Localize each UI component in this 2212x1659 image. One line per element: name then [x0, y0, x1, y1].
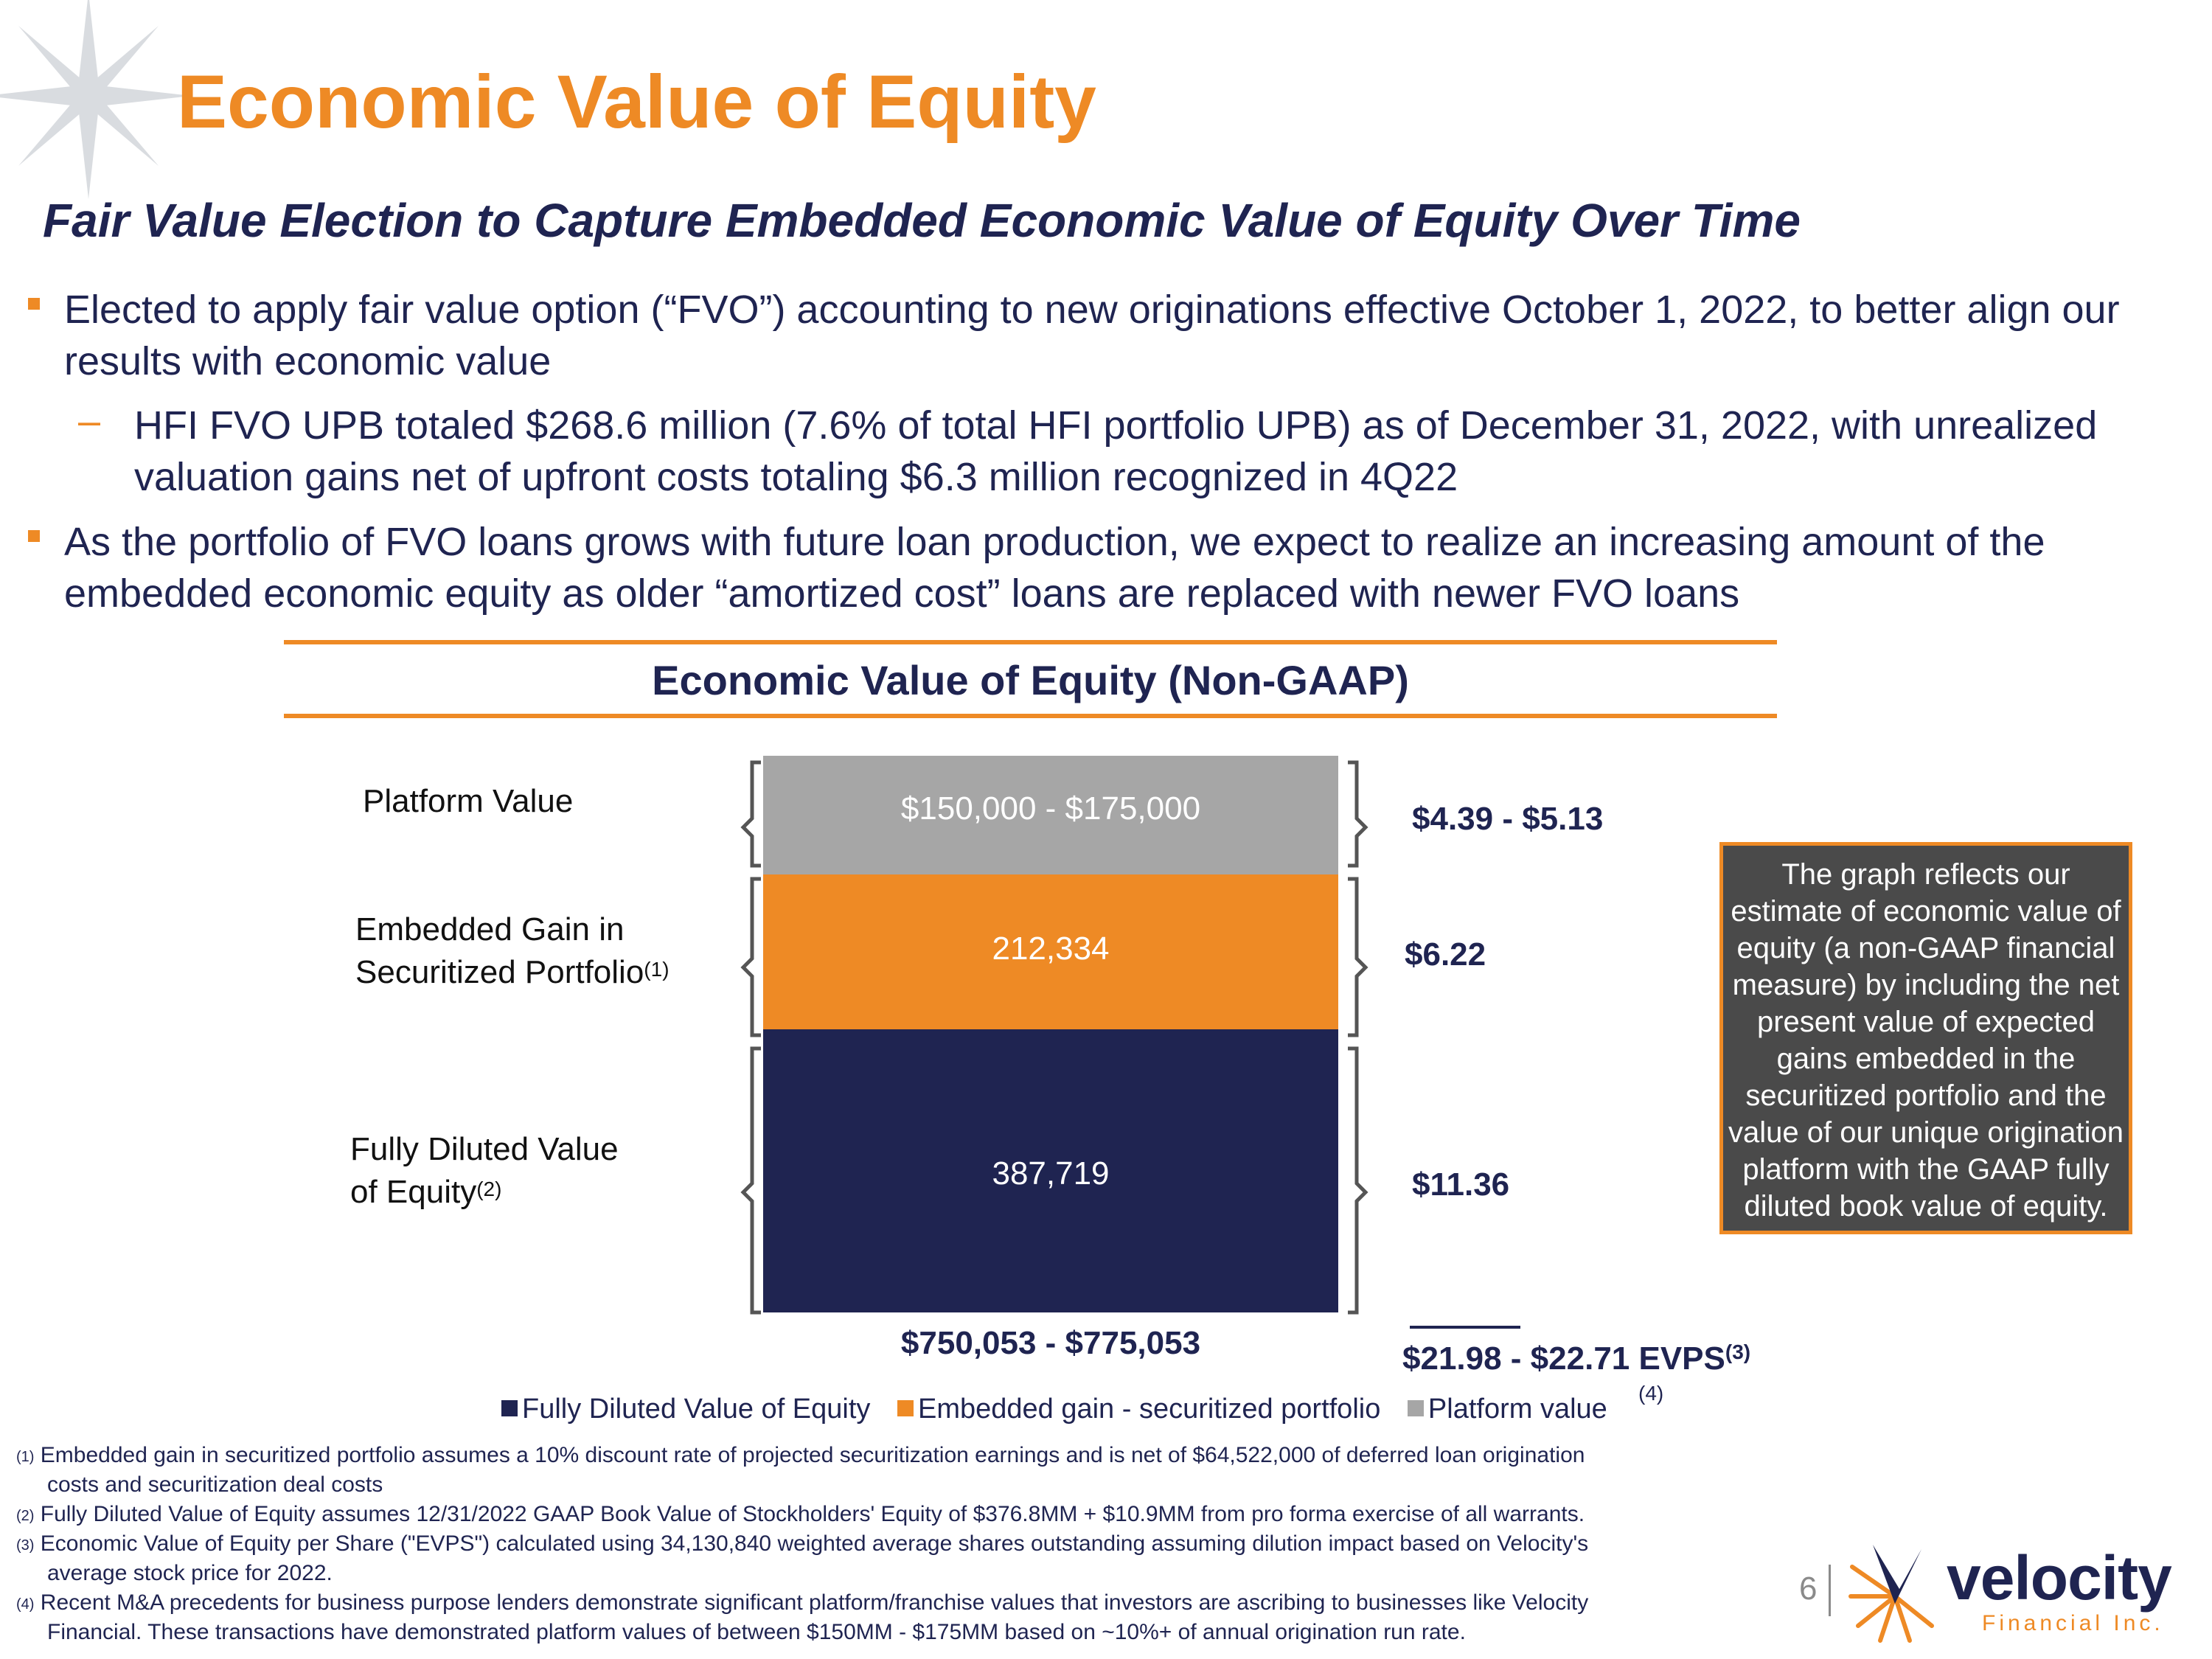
evps-note: (4) [1638, 1382, 1664, 1405]
bullet-text-2: As the portfolio of FVO loans grows with… [64, 520, 2045, 616]
chart-legend: Fully Diluted Value of Equity Embedded g… [501, 1394, 1627, 1425]
total-value: $750,053 - $775,053 [900, 1325, 1201, 1361]
bar-segment-embedded-gain [763, 874, 1338, 1030]
chart-title: Economic Value of Equity (Non-GAAP) [652, 657, 1409, 703]
footnote-4: (4) Recent M&A precedents for business p… [16, 1590, 1589, 1644]
data-label-platform: $150,000 - $175,000 [900, 790, 1201, 827]
sum-rule [1410, 1326, 1520, 1329]
chart-title-rule-top [284, 640, 1777, 644]
left-braces [740, 760, 761, 1315]
chart-title-rule-bottom [284, 714, 1777, 718]
sub-bullet-marker: – [78, 399, 101, 443]
footnote-3: (3) Economic Value of Equity per Share (… [16, 1531, 1589, 1585]
per-share-equity: $11.36 [1412, 1166, 1510, 1203]
bullet-marker [28, 530, 40, 542]
sub-bullet-text-1: HFI FVO UPB totaled $268.6 million (7.6%… [134, 403, 2098, 499]
bar-segment-platform [763, 756, 1338, 874]
data-label-equity: 387,719 [992, 1155, 1110, 1192]
segment-label-equity: Fully Diluted Value of Equity(2) [350, 1131, 619, 1210]
velocity-logo-icon [1848, 1545, 1934, 1643]
bullet-text-1: Elected to apply fair value option (“FVO… [64, 288, 2120, 383]
evps-value: $21.98 - $22.71 EVPS(3) [1402, 1340, 1751, 1377]
logo-wordmark: velocity [1947, 1543, 2172, 1613]
per-share-platform: $4.39 - $5.13 [1412, 801, 1604, 837]
page-title: Economic Value of Equity [177, 60, 1096, 144]
bar-segment-equity [763, 1029, 1338, 1312]
segment-label-platform: Platform Value [363, 783, 574, 819]
legend-item-platform: Platform value [1407, 1394, 1607, 1425]
per-share-embedded-gain: $6.22 [1405, 936, 1486, 973]
footnote-2: (2) Fully Diluted Value of Equity assume… [16, 1502, 1585, 1526]
page-subtitle: Fair Value Election to Capture Embedded … [43, 194, 1801, 247]
data-label-embedded-gain: 212,334 [992, 931, 1110, 967]
right-braces [1348, 760, 1368, 1315]
segment-label-embedded-gain: Embedded Gain in Securitized Portfolio(1… [355, 911, 669, 990]
legend-item-embedded-gain: Embedded gain - securitized portfolio [897, 1394, 1380, 1425]
bullet-marker [28, 298, 40, 310]
logo-subtitle: Financial Inc. [1982, 1611, 2164, 1635]
callout-box: The graph reflects our estimate of econo… [1719, 842, 2132, 1234]
page-divider [1829, 1565, 1831, 1616]
footnote-1: (1) Embedded gain in securitized portfol… [16, 1443, 1585, 1497]
page-number: 6 [1799, 1571, 1818, 1607]
star-burst-icon [0, 0, 192, 199]
legend-item-equity: Fully Diluted Value of Equity [501, 1394, 870, 1425]
